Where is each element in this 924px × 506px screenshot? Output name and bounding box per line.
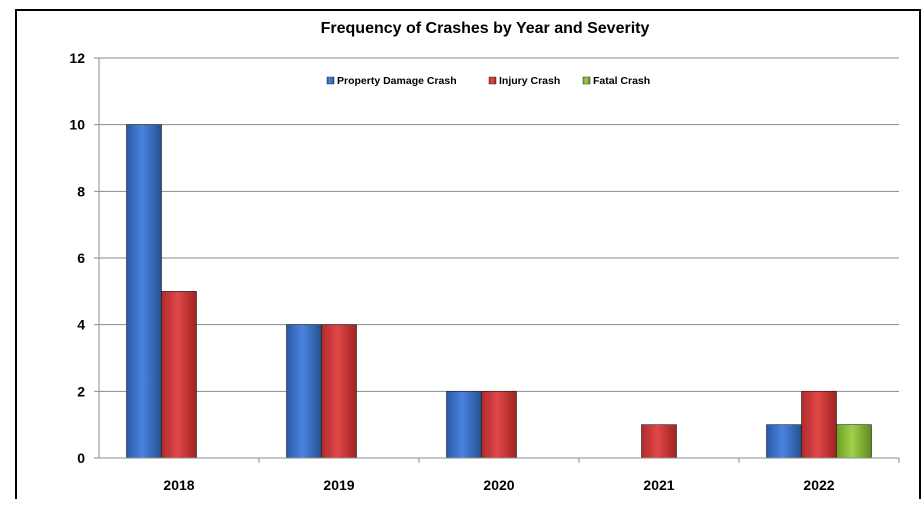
x-tick-label: 2018 — [163, 477, 194, 493]
legend-swatch — [326, 76, 335, 85]
y-tick-label: 6 — [77, 250, 85, 266]
legend-swatch — [488, 76, 497, 85]
x-tick-label: 2022 — [803, 477, 834, 493]
legend-label: Injury Crash — [499, 75, 560, 87]
y-tick-label: 4 — [77, 317, 85, 333]
bar-injury-crash-2022 — [801, 391, 837, 459]
bar-fatal-crash-2022 — [836, 424, 872, 459]
legend-label: Fatal Crash — [593, 75, 650, 87]
x-tick-label: 2019 — [323, 477, 354, 493]
bars — [126, 124, 872, 459]
x-tick-label: 2020 — [483, 477, 514, 493]
bar-injury-crash-2020 — [481, 391, 517, 459]
legend: Property Damage Crash Injury Crash Fatal C… — [326, 75, 650, 87]
bar-injury-crash-2018 — [161, 291, 197, 459]
bar-property-damage-crash-2020 — [446, 391, 482, 459]
bar-injury-crash-2019 — [321, 324, 357, 459]
x-tick-label: 2021 — [643, 477, 674, 493]
bar-injury-crash-2021 — [641, 424, 677, 459]
y-axis: 0 2 4 6 8 10 12 — [69, 50, 100, 466]
x-axis: 2018 2019 2020 2021 2022 — [99, 457, 900, 493]
bar-property-damage-crash-2019 — [286, 324, 322, 459]
legend-swatch — [582, 76, 591, 85]
chart-title: Frequency of Crashes by Year and Severit… — [321, 20, 650, 37]
y-tick-label: 0 — [77, 450, 85, 466]
y-tick-label: 12 — [69, 50, 85, 66]
bar-property-damage-crash-2022 — [766, 424, 802, 459]
y-tick-label: 10 — [69, 117, 85, 133]
y-tick-label: 8 — [77, 183, 85, 199]
bar-property-damage-crash-2018 — [126, 124, 162, 459]
legend-label: Property Damage Crash — [337, 75, 457, 87]
y-tick-label: 2 — [77, 383, 85, 399]
